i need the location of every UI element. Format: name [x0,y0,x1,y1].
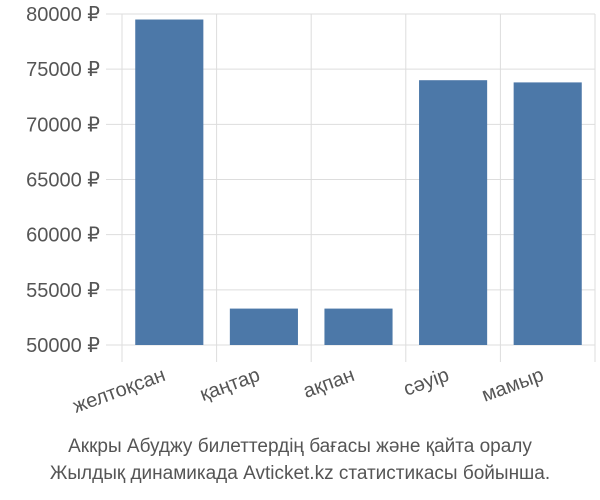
y-tick-label: 55000 ₽ [26,280,100,302]
x-tick-label: қаңтар [197,364,263,406]
x-tick-label: ақпан [300,364,357,403]
bar [419,80,488,345]
y-tick-label: 80000 ₽ [26,4,100,26]
bar [135,19,204,346]
x-tick-label: сәуір [401,364,452,401]
bar [229,308,298,345]
y-tick-label: 50000 ₽ [26,335,100,357]
y-tick-label: 60000 ₽ [26,225,100,247]
bar [324,308,393,345]
y-tick-label: 70000 ₽ [26,114,100,136]
x-tick-label: желтоқсан [70,364,168,418]
x-tick-label: мамыр [479,364,547,407]
bar [513,82,582,345]
y-tick-label: 65000 ₽ [26,170,100,192]
caption-line: Аккры Абуджу билеттердің бағасы және қай… [68,436,532,457]
caption-line: Жылдық динамикада Avticket.kz статистика… [50,463,550,484]
y-tick-label: 75000 ₽ [26,59,100,81]
